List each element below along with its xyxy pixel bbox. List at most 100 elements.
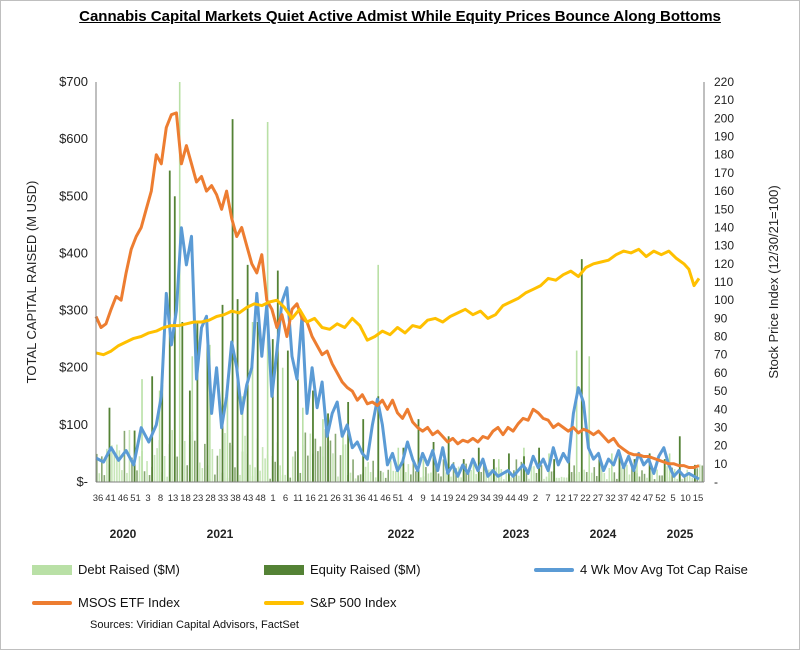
x-tick-label: 18: [180, 493, 191, 504]
filler-bar: [234, 467, 236, 482]
filler-bar: [653, 479, 656, 482]
equity-bar: [312, 390, 314, 482]
filler-bar: [186, 465, 189, 482]
filler-bar: [193, 440, 196, 482]
filler-bar: [344, 444, 347, 482]
filler-bar: [628, 474, 631, 482]
filler-bar: [146, 461, 148, 482]
filler-bar: [264, 458, 266, 482]
filler-bar: [113, 453, 116, 482]
filler-bar: [274, 461, 276, 482]
y-tick-label: $100: [59, 417, 88, 432]
filler-bar: [450, 476, 452, 482]
y2-tick-label: 60: [714, 366, 728, 380]
filler-bar: [156, 448, 158, 482]
filler-bar: [445, 472, 447, 482]
x-tick-label: 41: [105, 493, 116, 504]
x-tick-label: 52: [655, 493, 666, 504]
y-tick-label: $-: [76, 474, 88, 489]
filler-bar: [410, 474, 412, 482]
equity-bar: [553, 459, 556, 482]
filler-bar: [239, 474, 241, 482]
filler-bar: [354, 478, 357, 482]
filler-bar: [688, 475, 691, 482]
x-tick-label: 17: [568, 493, 579, 504]
y2-tick-label: 190: [714, 130, 734, 144]
debt-bar: [611, 453, 613, 482]
filler-bar: [284, 474, 287, 482]
filler-bar: [118, 450, 121, 482]
filler-bar: [214, 474, 216, 482]
filler-bar: [367, 462, 369, 482]
filler-bar: [259, 470, 261, 482]
filler-bar: [558, 477, 560, 482]
debt-bar: [209, 344, 211, 482]
filler-bar: [163, 455, 166, 482]
filler-bar: [126, 472, 128, 482]
filler-bar: [407, 464, 410, 482]
debt-bar: [281, 367, 284, 482]
x-tick-label: 48: [255, 493, 266, 504]
filler-bar: [520, 461, 523, 482]
filler-bar: [460, 477, 462, 482]
equity-bar: [377, 396, 380, 482]
year-label: 2021: [207, 527, 234, 541]
filler-bar: [573, 465, 575, 482]
filler-bar: [490, 469, 493, 482]
filler-bar: [148, 475, 151, 482]
filler-bar: [626, 464, 628, 482]
x-tick-label: 11: [293, 493, 303, 504]
filler-bar: [593, 467, 596, 482]
x-tick-label: 15: [693, 493, 704, 504]
y2-tick-label: 130: [714, 239, 734, 253]
filler-bar: [676, 478, 678, 482]
filler-bar: [621, 467, 623, 482]
filler-bar: [329, 440, 332, 482]
x-tick-label: 13: [168, 493, 179, 504]
filler-bar: [505, 469, 508, 482]
year-label: 2022: [388, 527, 415, 541]
filler-bar: [643, 473, 646, 482]
debt-bar: [302, 407, 304, 482]
filler-bar: [357, 475, 359, 482]
filler-bar: [427, 473, 430, 482]
equity-bar: [151, 376, 154, 482]
filler-bar: [352, 459, 354, 482]
debt-bar: [575, 350, 578, 482]
filler-bar: [435, 462, 437, 482]
equity-bar: [206, 344, 209, 482]
x-tick-label: 28: [205, 493, 216, 504]
equity-bar: [648, 453, 651, 482]
x-tick-label: 37: [618, 493, 629, 504]
filler-bar: [372, 460, 374, 482]
filler-bar: [528, 478, 530, 482]
filler-bar: [387, 469, 390, 482]
y2-tick-label: 20: [714, 439, 728, 453]
x-tick-label: 51: [130, 493, 141, 504]
equity-bar: [173, 196, 176, 483]
equity-bar: [256, 322, 259, 482]
filler-bar: [153, 454, 156, 482]
x-tick-label: 32: [605, 493, 616, 504]
legend-mavg-swatch: [534, 567, 574, 572]
filler-bar: [359, 474, 362, 482]
filler-bar: [658, 475, 661, 482]
legend-equity-swatch: [264, 564, 304, 575]
filler-bar: [440, 476, 442, 482]
msos-line: [94, 111, 700, 469]
x-tick-label: 4: [408, 493, 413, 504]
chart-title: Cannabis Capital Markets Quiet Active Ad…: [79, 8, 721, 25]
filler-bar: [583, 469, 586, 482]
legend-sp500: S&P 500 Index: [264, 595, 397, 610]
debt-bar: [178, 82, 181, 482]
x-tick-label: 12: [555, 493, 566, 504]
x-tick-label: 22: [580, 493, 591, 504]
legend-debt-label: Debt Raised ($M): [78, 562, 180, 577]
x-tick-label: 23: [193, 493, 204, 504]
mavg-line: [95, 226, 700, 481]
y-tick-label: $700: [59, 74, 88, 89]
debt-bar: [472, 464, 475, 482]
x-tick-label: 5: [670, 493, 675, 504]
filler-bar: [638, 476, 641, 482]
debt-bar: [636, 459, 638, 482]
